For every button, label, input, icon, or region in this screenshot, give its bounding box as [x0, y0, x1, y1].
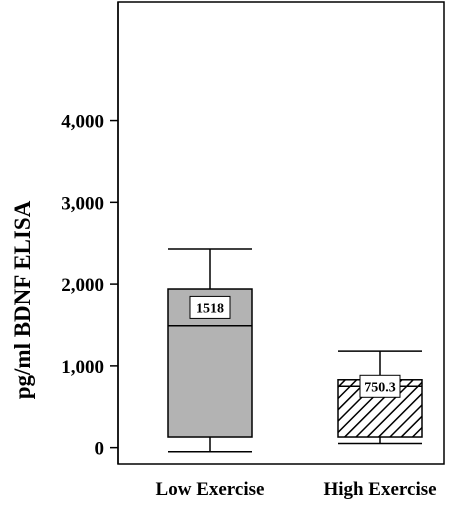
y-axis-title: pg/ml BDNF ELISA	[10, 200, 35, 399]
y-tick-label: 1,000	[61, 357, 104, 378]
median-label-box	[189, 295, 231, 319]
x-category-label: Low Exercise	[156, 479, 265, 500]
y-tick-label: 4,000	[61, 112, 104, 133]
median-label: 1518	[196, 301, 224, 316]
x-category-label: High Exercise	[323, 479, 436, 500]
y-tick-label: 2,000	[61, 275, 104, 296]
y-tick-label: 3,000	[61, 193, 104, 214]
median-label: 750.3	[364, 380, 396, 395]
box-low-exercise: 1518	[167, 248, 253, 453]
x-axis-labels: Low Exercise High Exercise	[156, 479, 437, 500]
y-axis-ticks: 0 1,000 2,000 3,000 4,000	[61, 112, 118, 460]
median-label-box	[359, 374, 401, 398]
box-group: 1518 750.3	[167, 248, 423, 453]
y-tick-label: 0	[95, 439, 105, 460]
box-high-exercise: 750.3	[337, 350, 423, 445]
